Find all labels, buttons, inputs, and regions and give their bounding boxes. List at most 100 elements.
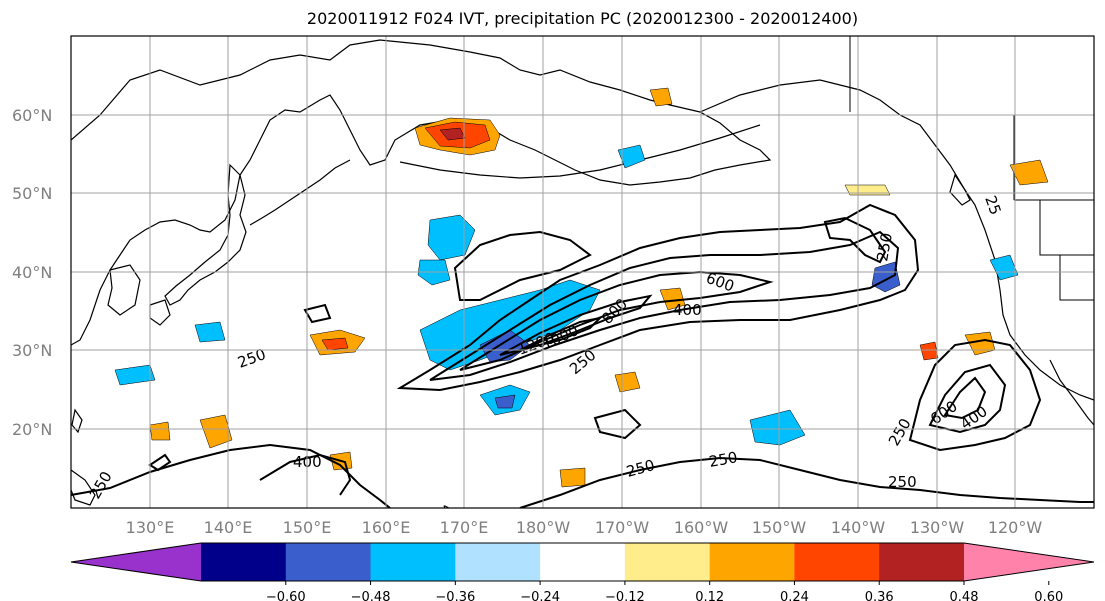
coastline-kurils [249,159,351,226]
precip-patch-hawaii2 [559,467,586,488]
coastline-korea [107,264,141,316]
lon-label: 130°W [910,518,965,537]
precip-patch-japan-east-core [321,337,349,351]
lon-label: 170°E [440,518,489,537]
map-area: 250 250 400 600 800 1000 1200 250 400 60… [71,36,1094,534]
colorbar-tick-label: 0.24 [780,590,809,601]
gridlines [71,36,1094,508]
lat-labels: 20°N 30°N 40°N 50°N 60°N [12,106,52,439]
contour-250-mid-w [303,303,332,324]
contour-250-outer-north [453,230,592,301]
lon-label: 160°E [362,518,411,537]
lon-label: 140°E [204,518,253,537]
colorbar-extend-high [964,543,1094,581]
precip-patch-south-east [614,371,641,393]
precip-patch-hawaii3 [749,409,806,446]
lon-label: 120°W [988,518,1043,537]
lat-label: 50°N [12,184,52,203]
contour-250-subtropic [908,338,1042,452]
contour-800-jet [499,294,653,356]
colorbar-tick-label: −0.60 [266,590,306,601]
contour-400-jet [429,230,900,381]
border-states [1039,200,1094,301]
colorbar-tick-label: −0.36 [435,590,475,601]
coastline-asia [71,39,772,346]
colorbar-segment [879,543,965,581]
contour-600-jet [459,270,774,371]
precip-patch-north-coast [989,254,1019,281]
precip-patch-bering [649,87,673,107]
colorbar-tick-label: 0.60 [1034,590,1063,601]
contour-label: 250 [708,448,739,471]
colorbar-segment [285,543,372,581]
lon-label: 150°E [283,518,332,537]
precip-patch-sw-coast [919,341,939,361]
colorbar-extend-low [71,543,201,581]
lat-label: 40°N [12,263,52,282]
coastline-vancouver [949,173,971,206]
lon-label: 140°W [831,518,886,537]
lat-label: 30°N [12,341,52,360]
contour-label: 400 [673,301,702,319]
contour-label: 25 [981,193,1004,217]
contour-label: 250 [888,473,917,491]
precip-patch-se2 [1009,159,1049,186]
precip-patch-gulf-alaska [659,287,686,311]
precip-patch-okinawa [199,414,233,449]
lat-label: 20°N [12,420,52,439]
lon-label: 160°W [674,518,729,537]
contour-250-south [71,443,391,508]
precip-patch-midpac [427,214,476,261]
precip-patch-kamchatka [617,144,646,169]
coastline-japan [164,163,247,306]
colorbar-segment [624,543,711,581]
colorbar-segment [201,543,287,581]
precip-patch-nw-coast [871,261,901,293]
contour-1000-jet [519,316,604,351]
lat-label: 60°N [12,106,52,125]
colorbar-tick-label: 0.48 [950,590,979,601]
colorbar-outline [70,542,1095,582]
colorbar-tick-label: −0.24 [520,590,560,601]
colorbar-tick-label: −0.12 [605,590,645,601]
chart-title: 2020011912 F024 IVT, precipitation PC (2… [306,9,859,28]
map-frame [70,35,1095,509]
contour-250-smallloop [593,408,642,440]
contour-600-subtropic [943,376,987,420]
colorbar-tick-label: −0.48 [351,590,391,601]
coastline-baja [1049,359,1094,426]
precip-patch-japan-s [194,321,226,343]
colorbar: −0.60 −0.48 −0.36 −0.24 −0.12 0.12 0.24 0.36 0.4… [70,542,1095,601]
colorbar-segment [455,543,541,581]
lon-label: 150°W [752,518,807,537]
colorbar-segment [370,543,456,581]
contour-250-western [148,453,172,472]
contour-400-south [259,453,352,496]
colorbar-segment [540,543,626,581]
lon-label: 180°W [516,518,571,537]
contour-250-jet [396,203,920,392]
colorbar-tick-label: 0.12 [695,590,724,601]
precip-patch-s-china [114,364,156,386]
contour-250-gulf-hook [823,216,887,264]
lon-labels: 130°E 140°E 150°E 160°E 170°E 180°W 170°… [126,518,1043,537]
coastline-taiwan [71,408,83,434]
coastline-philippines [71,469,96,506]
precip-patch-jet-south-deep [494,394,516,409]
coastline-north-america [699,79,1094,401]
coastline-aleutians [399,124,761,179]
colorbar-tick-label: 0.36 [865,590,894,601]
precip-patch-okhotsk-max [439,127,466,141]
colorbar-segment [794,543,880,581]
contour-label: 250 [873,231,896,262]
contour-400-subtropic [928,363,1007,434]
lon-label: 170°W [595,518,650,537]
ivt-contours [71,203,1094,508]
precip-patch-okinawa2 [149,421,171,441]
contour-250-south2 [519,456,1094,508]
lon-label: 130°E [126,518,175,537]
coastlines [71,39,1094,506]
contour-label: 400 [437,504,457,534]
colorbar-segment [709,543,795,581]
